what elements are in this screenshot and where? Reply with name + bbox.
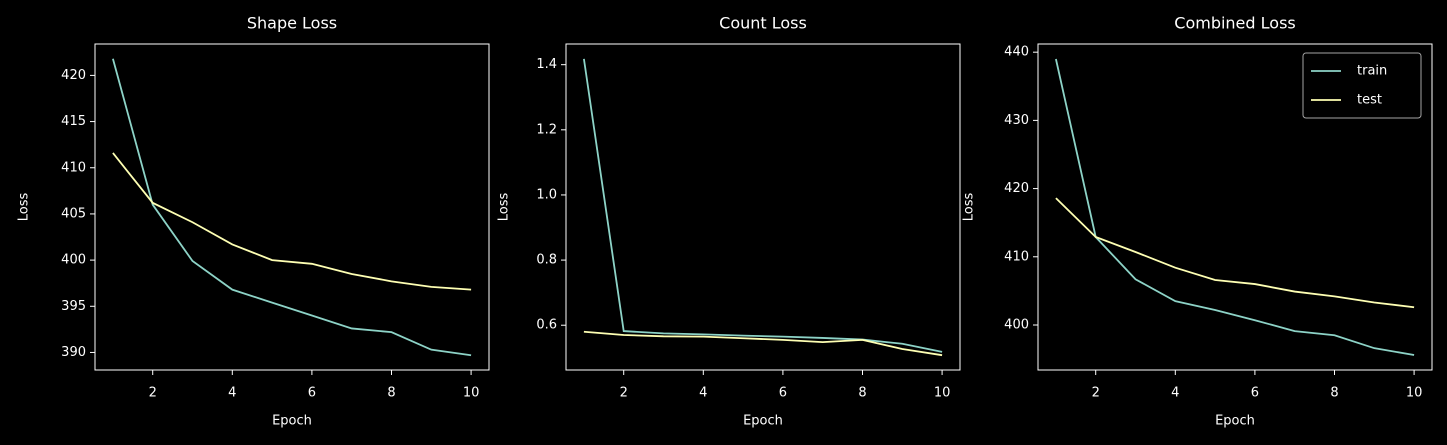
y-tick-label: 400	[1004, 317, 1029, 332]
y-tick-label: 405	[61, 206, 86, 221]
y-tick-label: 420	[1004, 181, 1029, 196]
x-tick-label: 8	[387, 386, 395, 401]
y-tick-label: 400	[61, 253, 86, 268]
y-tick-label: 390	[61, 345, 86, 360]
x-tick-label: 10	[934, 386, 951, 401]
x-tick-label: 2	[620, 386, 628, 401]
y-tick-label: 0.8	[536, 253, 557, 268]
series-line	[1055, 197, 1415, 309]
y-axis-label: Loss	[962, 193, 977, 222]
x-tick-label: 8	[1330, 386, 1338, 401]
series-line	[583, 58, 943, 353]
x-tick-label: 2	[1092, 386, 1100, 401]
series-line	[112, 58, 472, 357]
y-axis-label: Loss	[17, 193, 32, 222]
axes-frame	[94, 43, 490, 371]
y-tick-label: 440	[1004, 45, 1029, 60]
y-axis-label: Loss	[497, 193, 512, 222]
x-tick-label: 4	[699, 386, 707, 401]
x-tick-label: 4	[1171, 386, 1179, 401]
series-line	[583, 330, 943, 357]
subplot-title: Shape Loss	[247, 14, 337, 33]
subplot-title: Combined Loss	[1174, 14, 1295, 33]
axes-frame	[1037, 43, 1433, 371]
y-tick-label: 1.2	[536, 122, 557, 137]
x-tick-label: 10	[1406, 386, 1423, 401]
x-tick-label: 8	[858, 386, 866, 401]
y-tick-label: 1.0	[536, 187, 557, 202]
x-tick-label: 10	[463, 386, 480, 401]
y-tick-label: 1.4	[536, 57, 557, 72]
subplot-title: Count Loss	[719, 14, 807, 33]
legend-box	[1302, 52, 1422, 119]
y-tick-label: 395	[61, 299, 86, 314]
x-tick-label: 6	[779, 386, 787, 401]
x-axis-label: Epoch	[1215, 414, 1255, 429]
y-tick-label: 430	[1004, 113, 1029, 128]
legend-label: train	[1357, 64, 1387, 79]
x-tick-label: 2	[149, 386, 157, 401]
y-tick-label: 410	[61, 160, 86, 175]
x-axis-label: Epoch	[743, 414, 783, 429]
x-axis-label: Epoch	[272, 414, 312, 429]
axes-frame	[565, 43, 961, 371]
y-tick-label: 410	[1004, 249, 1029, 264]
y-tick-label: 415	[61, 114, 86, 129]
x-tick-label: 4	[228, 386, 236, 401]
series-line	[1055, 58, 1415, 356]
x-tick-label: 6	[308, 386, 316, 401]
x-tick-label: 6	[1251, 386, 1259, 401]
y-tick-label: 0.6	[536, 318, 557, 333]
series-line	[112, 152, 472, 291]
y-tick-label: 420	[61, 68, 86, 83]
legend-label: test	[1357, 93, 1382, 108]
